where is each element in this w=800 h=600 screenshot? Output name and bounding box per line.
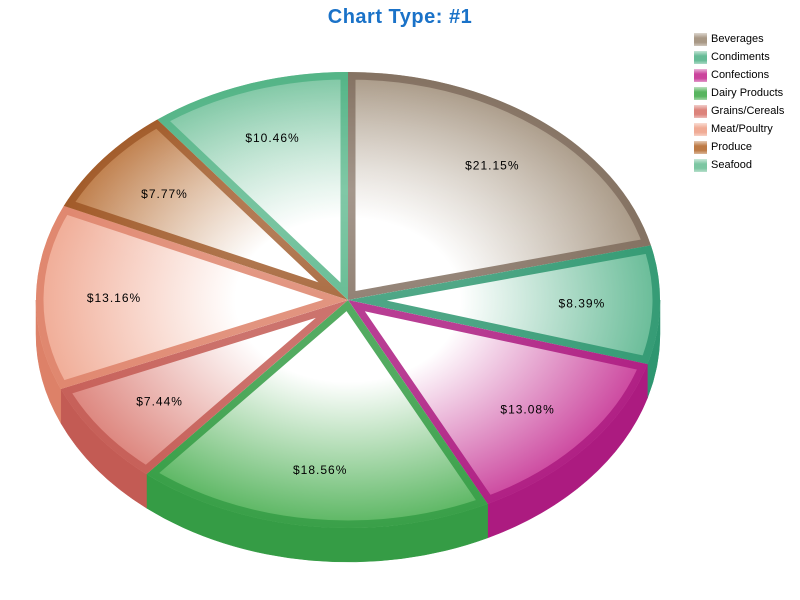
pie-gloss-highlight bbox=[58, 78, 638, 302]
slice-label-confections: $13.08% bbox=[500, 403, 554, 417]
legend-label: Dairy Products bbox=[711, 87, 784, 99]
slice-label-beverages: $21.15% bbox=[465, 158, 519, 172]
legend-item-dairy-products[interactable]: Dairy Products bbox=[694, 87, 784, 100]
slice-label-grains-cereals: $7.44% bbox=[136, 394, 183, 408]
legend-label: Confections bbox=[711, 69, 770, 81]
pie-slice-bevel-condiments bbox=[348, 245, 661, 365]
legend-swatch-icon bbox=[694, 141, 707, 154]
legend-label: Produce bbox=[711, 141, 752, 153]
legend-swatch-icon bbox=[694, 123, 707, 136]
legend-label: Condiments bbox=[711, 51, 770, 63]
legend-item-meat-poultry[interactable]: Meat/Poultry bbox=[694, 123, 784, 136]
pie-slice-bevel-dairy-products bbox=[146, 300, 488, 529]
legend-item-produce[interactable]: Produce bbox=[694, 141, 784, 154]
legend-label: Seafood bbox=[711, 159, 752, 171]
pie-slice-bevel-grains-cereals bbox=[60, 300, 348, 475]
legend-item-grains-cereals[interactable]: Grains/Cereals bbox=[694, 105, 784, 118]
pie-slice-bevel-confections bbox=[348, 300, 648, 504]
legend-swatch-icon bbox=[694, 69, 707, 82]
legend-label: Meat/Poultry bbox=[711, 123, 773, 135]
legend: Beverages Condiments Confections Dairy Prod… bbox=[694, 33, 784, 172]
legend-item-condiments[interactable]: Condiments bbox=[694, 51, 784, 64]
legend-swatch-icon bbox=[694, 87, 707, 100]
legend-item-beverages[interactable]: Beverages bbox=[694, 33, 784, 46]
legend-label: Beverages bbox=[711, 33, 764, 45]
pie-slice-side-meat-poultry bbox=[35, 299, 62, 424]
chart-title: Chart Type: #1 bbox=[327, 6, 473, 28]
pie-slice-grains-cereals[interactable] bbox=[60, 300, 348, 475]
legend-item-seafood[interactable]: Seafood bbox=[694, 159, 784, 172]
legend-swatch-icon bbox=[694, 105, 707, 118]
slice-label-condiments: $8.39% bbox=[559, 297, 606, 311]
pie-slice-bevel-meat-poultry bbox=[36, 205, 349, 390]
legend-swatch-icon bbox=[694, 51, 707, 64]
pie-slice-condiments[interactable] bbox=[348, 245, 661, 365]
pie-slice-dairy-products[interactable] bbox=[146, 300, 488, 529]
legend-swatch-icon bbox=[694, 159, 707, 172]
slice-label-meat-poultry: $13.16% bbox=[87, 291, 141, 305]
legend-item-confections[interactable]: Confections bbox=[694, 69, 784, 82]
slice-label-seafood: $10.46% bbox=[245, 131, 299, 145]
legend-swatch-icon bbox=[694, 33, 707, 46]
slice-label-produce: $7.77% bbox=[141, 187, 188, 201]
legend-label: Grains/Cereals bbox=[711, 105, 785, 117]
pie-labels: $21.15% $8.39% $13.08% $18.56% $7.44% $13.16%… bbox=[87, 131, 606, 477]
slice-label-dairy-products: $18.56% bbox=[293, 463, 347, 477]
